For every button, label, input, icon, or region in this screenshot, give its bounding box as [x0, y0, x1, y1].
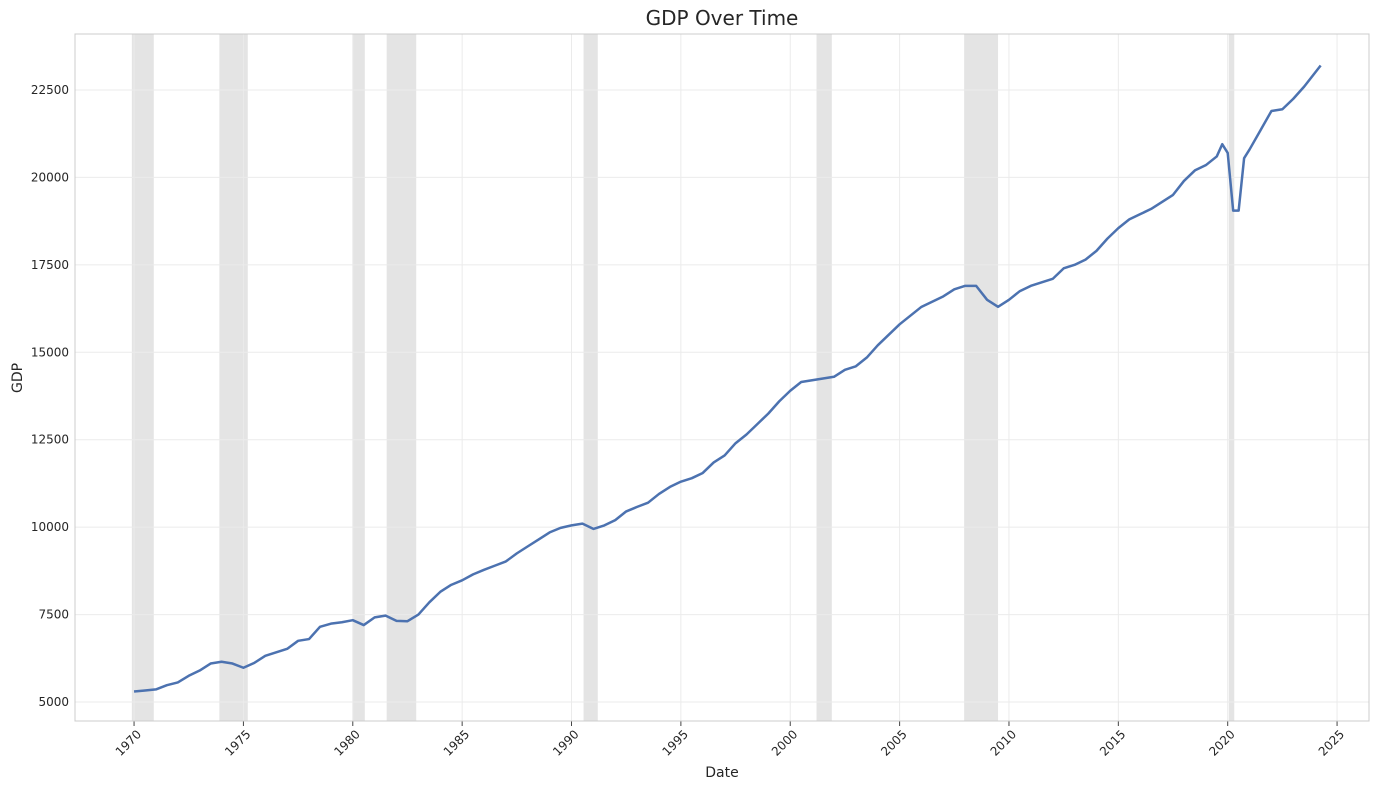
- x-tick-label: 1990: [550, 727, 581, 758]
- y-tick-label: 10000: [31, 520, 69, 534]
- x-tick-label: 1980: [331, 727, 362, 758]
- x-tick-label: 2010: [988, 727, 1019, 758]
- y-tick-label: 7500: [38, 608, 69, 622]
- x-tick-label: 2000: [769, 727, 800, 758]
- x-tick-label: 1985: [441, 727, 472, 758]
- plot-frame: [74, 33, 1370, 722]
- y-tick-label: 5000: [38, 695, 69, 709]
- data-line: [133, 64, 1322, 693]
- y-tick-label: 22500: [31, 83, 69, 97]
- shaded-period: [964, 34, 999, 721]
- y-tick-label: 12500: [31, 433, 69, 447]
- y-axis-label: GDP: [10, 363, 26, 393]
- y-tick-label: 17500: [31, 258, 69, 272]
- shaded-period: [386, 34, 417, 721]
- x-tick-label: 2020: [1206, 727, 1237, 758]
- x-tick-label: 1970: [113, 727, 144, 758]
- x-axis-label: Date: [705, 765, 738, 781]
- shaded-period: [352, 34, 365, 721]
- x-tick-label: 1975: [222, 727, 253, 758]
- shaded-period: [131, 34, 154, 721]
- y-tick-label: 20000: [31, 170, 69, 184]
- chart-title: GDP Over Time: [646, 6, 799, 30]
- x-tick-label: 2015: [1097, 727, 1128, 758]
- y-tick-label: 15000: [31, 345, 69, 359]
- x-tick-label: 1995: [660, 727, 691, 758]
- x-tick-label: 2005: [878, 727, 909, 758]
- shaded-period: [583, 34, 598, 721]
- x-tick-label: 2025: [1316, 727, 1347, 758]
- shaded-period: [1228, 34, 1235, 721]
